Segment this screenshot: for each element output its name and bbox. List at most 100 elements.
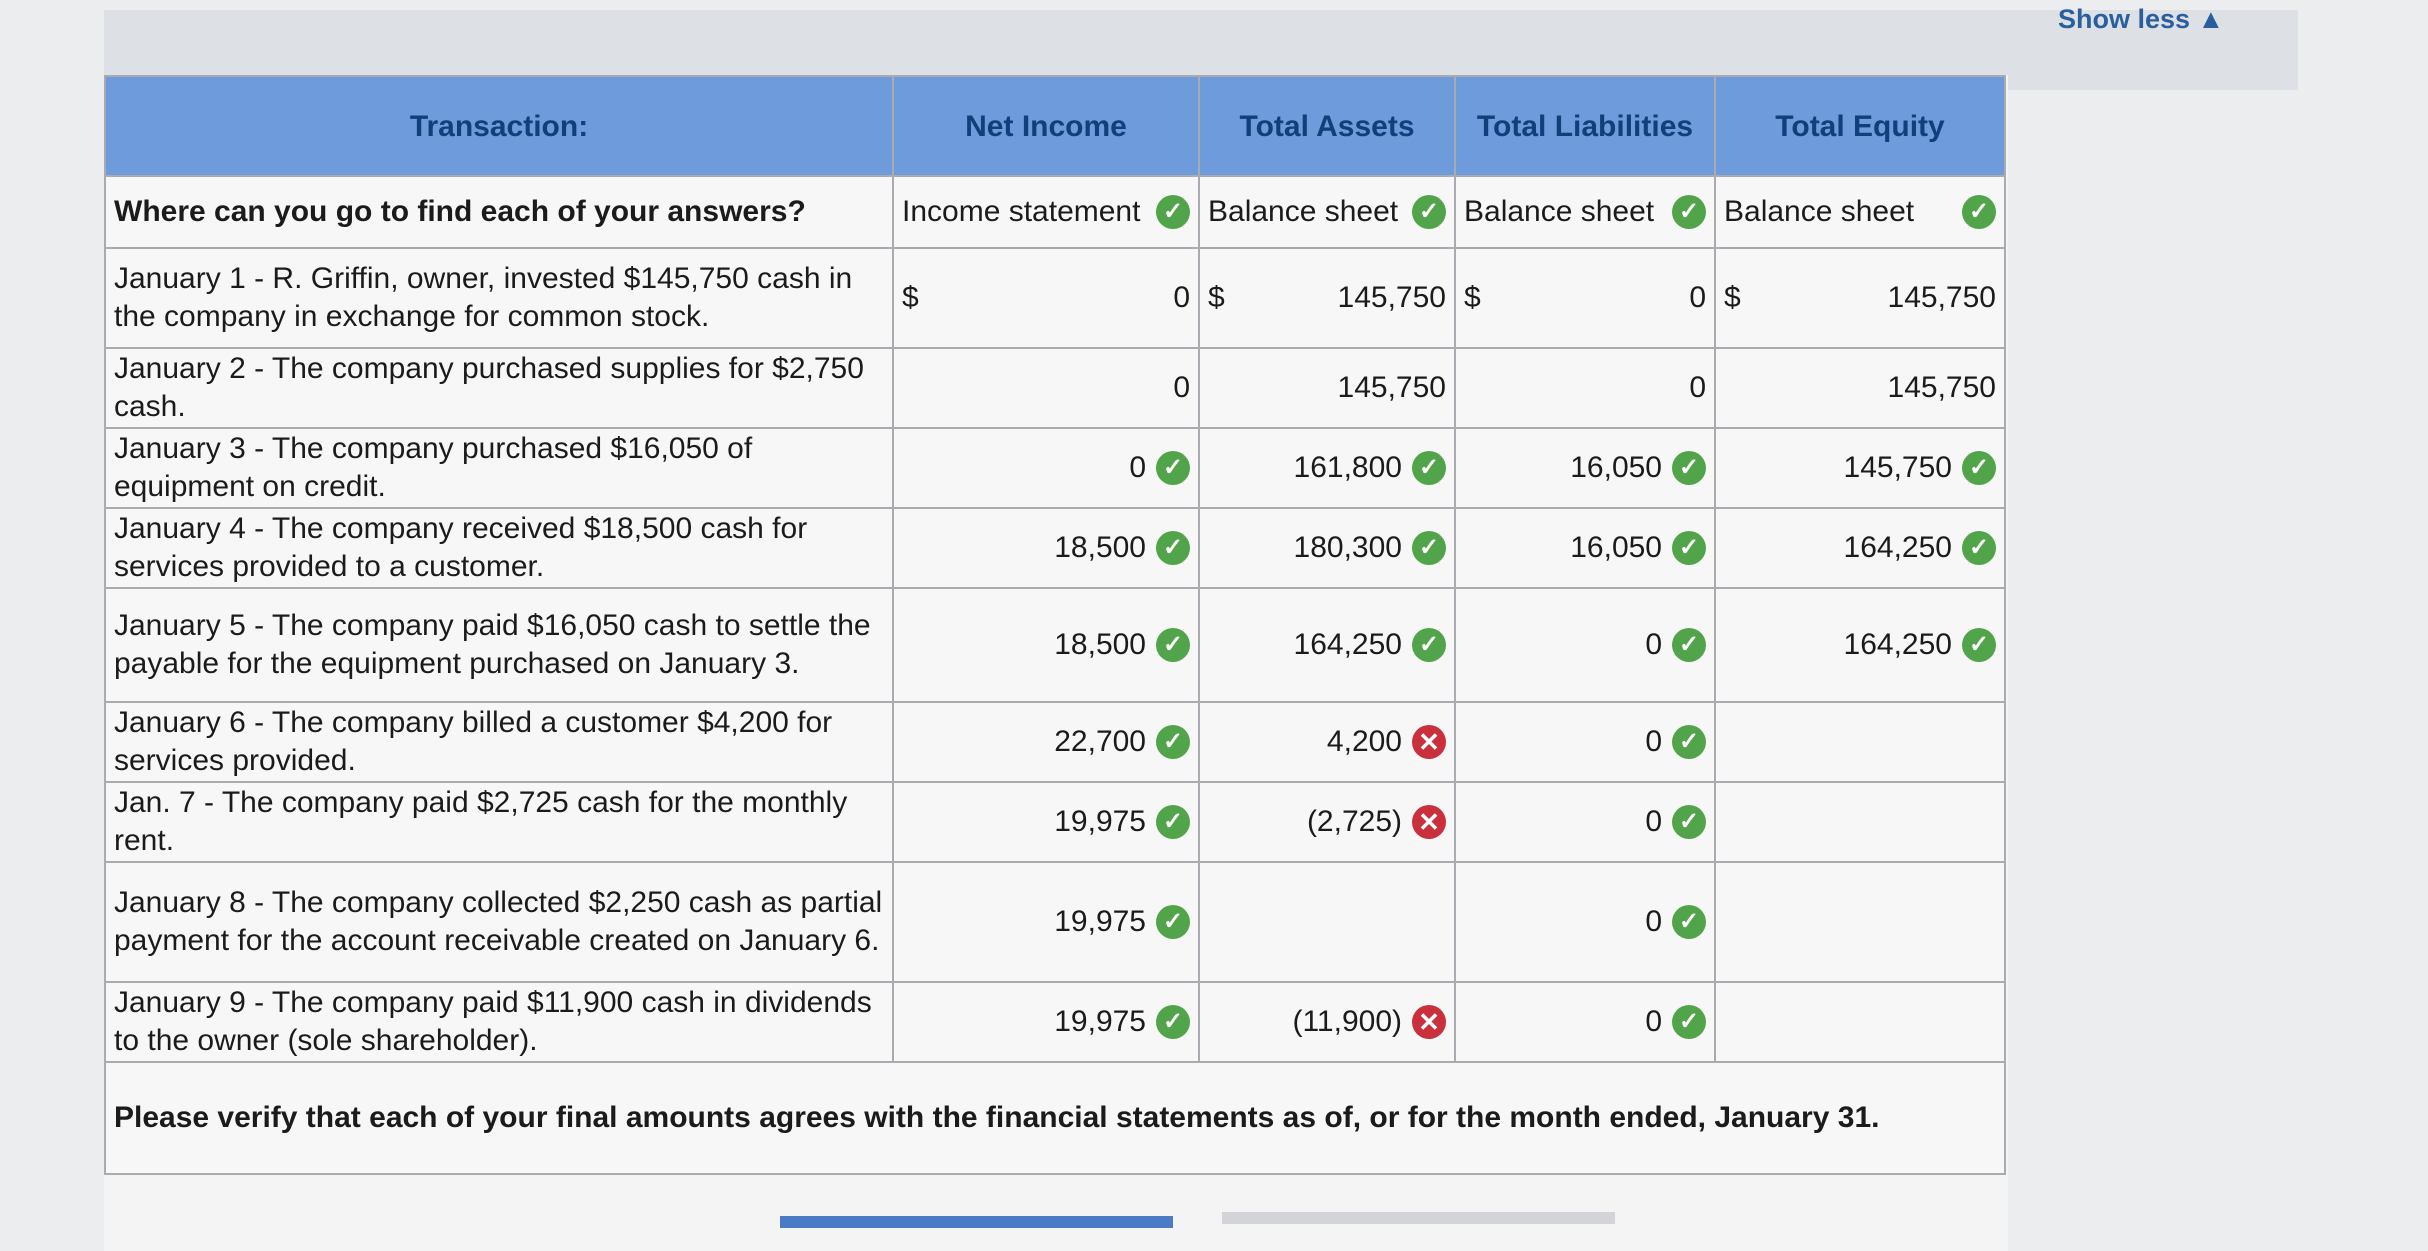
amount-input[interactable]: 145,750 [1887, 281, 1996, 314]
amount-input[interactable]: 164,250 [1293, 628, 1402, 661]
amount-cell-total-liabilities[interactable]: 0 ✓ [1454, 701, 1716, 783]
amount-cell-total-assets[interactable]: (11,900) ✕ [1198, 981, 1456, 1063]
amount-cell-total-equity[interactable]: 145,750 ✓ [1714, 427, 2006, 509]
amount-input[interactable]: 145,750 [1337, 281, 1446, 314]
amount-input[interactable]: 4,200 [1326, 725, 1402, 758]
amount-cell-net-income[interactable]: 0 ✓ [892, 427, 1200, 509]
transaction-row: January 1 - R. Griffin, owner, invested … [104, 247, 2006, 349]
amount-input[interactable]: 19,975 [1054, 805, 1146, 838]
amount-cell-total-liabilities[interactable]: 16,050 ✓ [1454, 507, 1716, 589]
source-cell[interactable]: Balance sheet ✓ [1198, 175, 1456, 249]
transaction-row: January 3 - The company purchased $16,05… [104, 427, 2006, 509]
amount-input[interactable]: 18,500 [1054, 628, 1146, 661]
amount-input[interactable]: 145,750 [1887, 371, 1996, 404]
amount-cell-total-liabilities[interactable]: 0 [1454, 347, 1716, 429]
source-select-net-income[interactable]: Income statement [902, 195, 1141, 228]
amount-input[interactable]: 0 [1689, 371, 1706, 404]
amount-input[interactable]: (2,725) [1306, 805, 1402, 838]
transaction-description: January 1 - R. Griffin, owner, invested … [104, 247, 894, 349]
amount-input[interactable]: 19,975 [1054, 905, 1146, 938]
amount-input[interactable]: 180,300 [1293, 531, 1402, 564]
amount-cell-net-income[interactable]: $0 [892, 247, 1200, 349]
amount-input[interactable]: 0 [1645, 905, 1662, 938]
scroll-indicator-active[interactable] [780, 1216, 1173, 1228]
amount-cell-total-equity[interactable] [1714, 701, 2006, 783]
x-icon: ✕ [1412, 725, 1446, 759]
amount-input[interactable]: 16,050 [1570, 531, 1662, 564]
amount-input[interactable]: 0 [1645, 1005, 1662, 1038]
amount-input[interactable]: 145,750 [1843, 451, 1952, 484]
amount-cell-total-assets[interactable]: 4,200 ✕ [1198, 701, 1456, 783]
show-less-link[interactable]: Show less ▲ [2058, 4, 2225, 34]
source-cell[interactable]: Income statement ✓ [892, 175, 1200, 249]
amount-cell-total-assets[interactable]: 145,750 [1198, 347, 1456, 429]
amount-cell-total-liabilities[interactable]: 16,050 ✓ [1454, 427, 1716, 509]
amount-input[interactable]: 0 [1645, 725, 1662, 758]
amount-cell-net-income[interactable]: 19,975 ✓ [892, 781, 1200, 863]
amount-cell-total-assets[interactable]: (2,725) ✕ [1198, 781, 1456, 863]
source-cell[interactable]: Balance sheet ✓ [1714, 175, 2006, 249]
amount-cell-total-liabilities[interactable]: $0 [1454, 247, 1716, 349]
amount-input[interactable]: 19,975 [1054, 1005, 1146, 1038]
amount-cell-total-assets[interactable]: 164,250 ✓ [1198, 587, 1456, 703]
check-icon: ✓ [1412, 531, 1446, 565]
amount-cell-total-assets[interactable]: 161,800 ✓ [1198, 427, 1456, 509]
amount-input[interactable]: 164,250 [1843, 531, 1952, 564]
amount-cell-total-equity[interactable] [1714, 861, 2006, 983]
amount-cell-total-equity[interactable]: 164,250 ✓ [1714, 587, 2006, 703]
verification-note: Please verify that each of your final am… [104, 1061, 2006, 1175]
amount-cell-total-liabilities[interactable]: 0 ✓ [1454, 587, 1716, 703]
amount-cell-net-income[interactable]: 0 [892, 347, 1200, 429]
source-select-total-liabilities[interactable]: Balance sheet [1464, 195, 1655, 228]
source-cell[interactable]: Balance sheet ✓ [1454, 175, 1716, 249]
amount-input[interactable]: (11,900) [1292, 1005, 1402, 1038]
amount-input[interactable]: 0 [1173, 281, 1190, 314]
check-icon: ✓ [1412, 628, 1446, 662]
amount-input[interactable]: 0 [1129, 451, 1146, 484]
transaction-description: January 4 - The company received $18,500… [104, 507, 894, 589]
source-select-total-assets[interactable]: Balance sheet [1208, 195, 1399, 228]
amount-cell-net-income[interactable]: 22,700 ✓ [892, 701, 1200, 783]
amount-cell-net-income[interactable]: 19,975 ✓ [892, 981, 1200, 1063]
amount-cell-total-assets[interactable]: 180,300 ✓ [1198, 507, 1456, 589]
scroll-indicator[interactable] [1222, 1212, 1615, 1224]
amount-cell-total-assets[interactable]: $145,750 [1198, 247, 1456, 349]
verification-note-row: Please verify that each of your final am… [104, 1061, 2006, 1175]
amount-cell-total-equity[interactable] [1714, 981, 2006, 1063]
amount-input[interactable]: 0 [1689, 281, 1706, 314]
amount-input[interactable]: 16,050 [1570, 451, 1662, 484]
amount-cell-net-income[interactable]: 19,975 ✓ [892, 861, 1200, 983]
transaction-description: January 5 - The company paid $16,050 cas… [104, 587, 894, 703]
amount-input[interactable]: 161,800 [1293, 451, 1402, 484]
header-net-income: Net Income [892, 75, 1200, 177]
check-icon: ✓ [1156, 1005, 1190, 1039]
transaction-analysis-table: Transaction: Net Income Total Assets Tot… [104, 75, 2006, 1175]
check-icon: ✓ [1962, 628, 1996, 662]
amount-input[interactable]: 0 [1173, 371, 1190, 404]
transaction-description: January 8 - The company collected $2,250… [104, 861, 894, 983]
amount-cell-net-income[interactable]: 18,500 ✓ [892, 587, 1200, 703]
transaction-description: January 3 - The company purchased $16,05… [104, 427, 894, 509]
amount-cell-total-liabilities[interactable]: 0 ✓ [1454, 981, 1716, 1063]
amount-input[interactable]: 18,500 [1054, 531, 1146, 564]
amount-cell-total-equity[interactable]: 164,250 ✓ [1714, 507, 2006, 589]
amount-input[interactable]: 22,700 [1054, 725, 1146, 758]
answer-source-row: Where can you go to find each of your an… [104, 175, 2006, 249]
x-icon: ✕ [1412, 1005, 1446, 1039]
amount-cell-net-income[interactable]: 18,500 ✓ [892, 507, 1200, 589]
amount-cell-total-equity[interactable] [1714, 781, 2006, 863]
check-icon: ✓ [1156, 725, 1190, 759]
amount-input[interactable]: 0 [1645, 628, 1662, 661]
amount-cell-total-liabilities[interactable]: 0 ✓ [1454, 781, 1716, 863]
check-icon: ✓ [1672, 1005, 1706, 1039]
amount-input[interactable]: 164,250 [1843, 628, 1952, 661]
amount-input[interactable]: 0 [1645, 805, 1662, 838]
amount-input[interactable]: 145,750 [1337, 371, 1446, 404]
amount-cell-total-equity[interactable]: $145,750 [1714, 247, 2006, 349]
check-icon: ✓ [1156, 805, 1190, 839]
check-icon: ✓ [1962, 451, 1996, 485]
amount-cell-total-equity[interactable]: 145,750 [1714, 347, 2006, 429]
amount-cell-total-liabilities[interactable]: 0 ✓ [1454, 861, 1716, 983]
source-select-total-equity[interactable]: Balance sheet [1724, 195, 1915, 228]
amount-cell-total-assets[interactable] [1198, 861, 1456, 983]
